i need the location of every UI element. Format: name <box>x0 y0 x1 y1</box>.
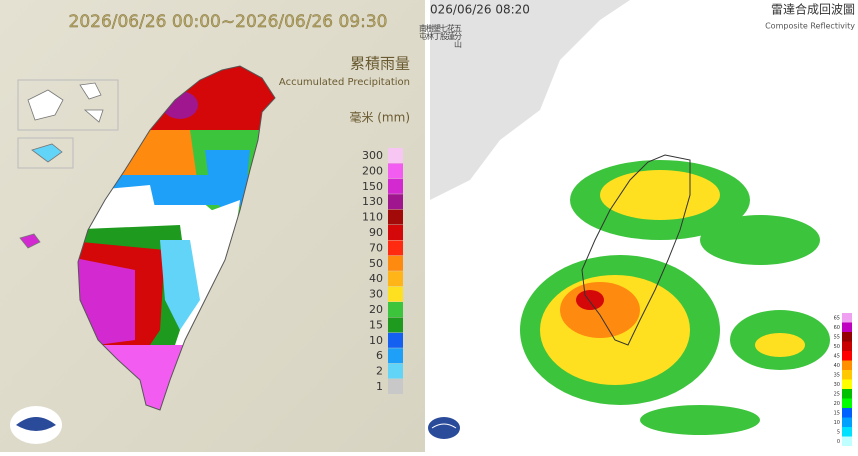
legend-label: 110 <box>362 211 383 224</box>
legend-label: 130 <box>362 195 383 208</box>
scale-label: 60 <box>834 325 840 331</box>
scale-swatch <box>842 389 852 399</box>
legend-label: 300 <box>362 149 383 162</box>
radar-echo <box>520 160 830 435</box>
scale-label: 20 <box>834 401 840 407</box>
legend-label: 15 <box>369 318 383 331</box>
legend-swatch <box>388 348 403 364</box>
scale-label: 65 <box>834 316 840 322</box>
scale-label: 40 <box>834 363 840 369</box>
legend-label: 90 <box>369 226 383 239</box>
legend-swatch <box>388 332 403 348</box>
legend-label: 2 <box>376 365 383 378</box>
scale-label: 25 <box>834 392 840 398</box>
legend-swatch <box>388 178 403 194</box>
legend: 300 200 150 130 110 90 70 50 40 30 20 15 10 6 2 1 <box>362 148 403 394</box>
station-name: 墾丁 <box>433 23 442 40</box>
legend-swatch <box>388 209 403 225</box>
legend-swatch <box>388 240 403 256</box>
scale-swatch <box>842 379 852 389</box>
legend-label: 30 <box>369 288 383 301</box>
legend-swatch <box>388 363 403 379</box>
scale-label: 45 <box>834 354 840 360</box>
legend-swatch <box>388 286 403 302</box>
scale-swatch <box>842 322 852 332</box>
mainland <box>430 0 630 200</box>
radar-title-zh: 雷達合成回波圖 <box>771 2 855 17</box>
scale-swatch <box>842 370 852 380</box>
islands <box>19 82 104 249</box>
legend-label: 10 <box>369 334 383 347</box>
legend-label: 50 <box>369 257 383 270</box>
logo <box>428 417 460 439</box>
legend-label: 40 <box>369 272 383 285</box>
unit: 毫米 (mm) <box>349 110 410 125</box>
legend-swatch <box>388 379 403 394</box>
scale-label: 50 <box>834 344 840 350</box>
legend-swatch <box>388 271 403 287</box>
scale-swatch <box>842 313 852 323</box>
coastline <box>77 65 276 411</box>
legend-swatch <box>388 302 403 317</box>
legend-label: 70 <box>369 241 383 254</box>
legend-label: 150 <box>362 180 383 193</box>
legend-swatch <box>388 255 403 271</box>
taiwan-outline <box>581 154 691 346</box>
scale-label: 15 <box>834 411 840 417</box>
scale-swatch <box>842 417 852 427</box>
scale-swatch <box>842 341 852 351</box>
scale-label: 0 <box>837 439 840 445</box>
logo <box>10 406 62 444</box>
legend-swatch <box>388 225 403 240</box>
scale-swatch <box>842 351 852 361</box>
scale-label: 5 <box>837 430 840 436</box>
title-en: Accumulated Precipitation <box>279 77 410 88</box>
radar-title-en: Composite Reflectivity <box>765 22 855 31</box>
legend-label: 20 <box>369 303 383 316</box>
legend-swatch <box>388 163 403 179</box>
scale-label: 30 <box>834 382 840 388</box>
scale-label: 10 <box>834 420 840 426</box>
scale-swatch <box>842 360 852 370</box>
inset-box <box>17 79 119 131</box>
legend-swatch <box>388 194 403 210</box>
scale-swatch <box>842 436 852 446</box>
legend-label: 6 <box>376 349 383 362</box>
scale-swatch <box>842 332 852 342</box>
station-name: 樹林 <box>426 23 435 41</box>
title-zh: 累積雨量 <box>350 55 410 73</box>
inset-box <box>17 137 74 169</box>
station-name: 花蓮 <box>447 23 456 41</box>
station-name: 南屯 <box>419 23 428 40</box>
scale-swatch <box>842 398 852 408</box>
station-name: 七股 <box>440 24 449 41</box>
radar-time: 026/06/26 08:20 <box>430 3 530 17</box>
scale-swatch <box>842 408 852 418</box>
period: 2026/06/26 00:00~2026/06/26 09:30 <box>69 12 388 32</box>
scale-label: 55 <box>834 335 840 341</box>
station-name: 五分山 <box>454 24 463 49</box>
scale-label: 35 <box>834 373 840 379</box>
legend-swatch <box>388 317 403 333</box>
scale-swatch <box>842 427 852 437</box>
legend-swatch <box>388 148 403 163</box>
legend-label: 1 <box>376 380 383 393</box>
legend-label: 200 <box>362 164 383 177</box>
